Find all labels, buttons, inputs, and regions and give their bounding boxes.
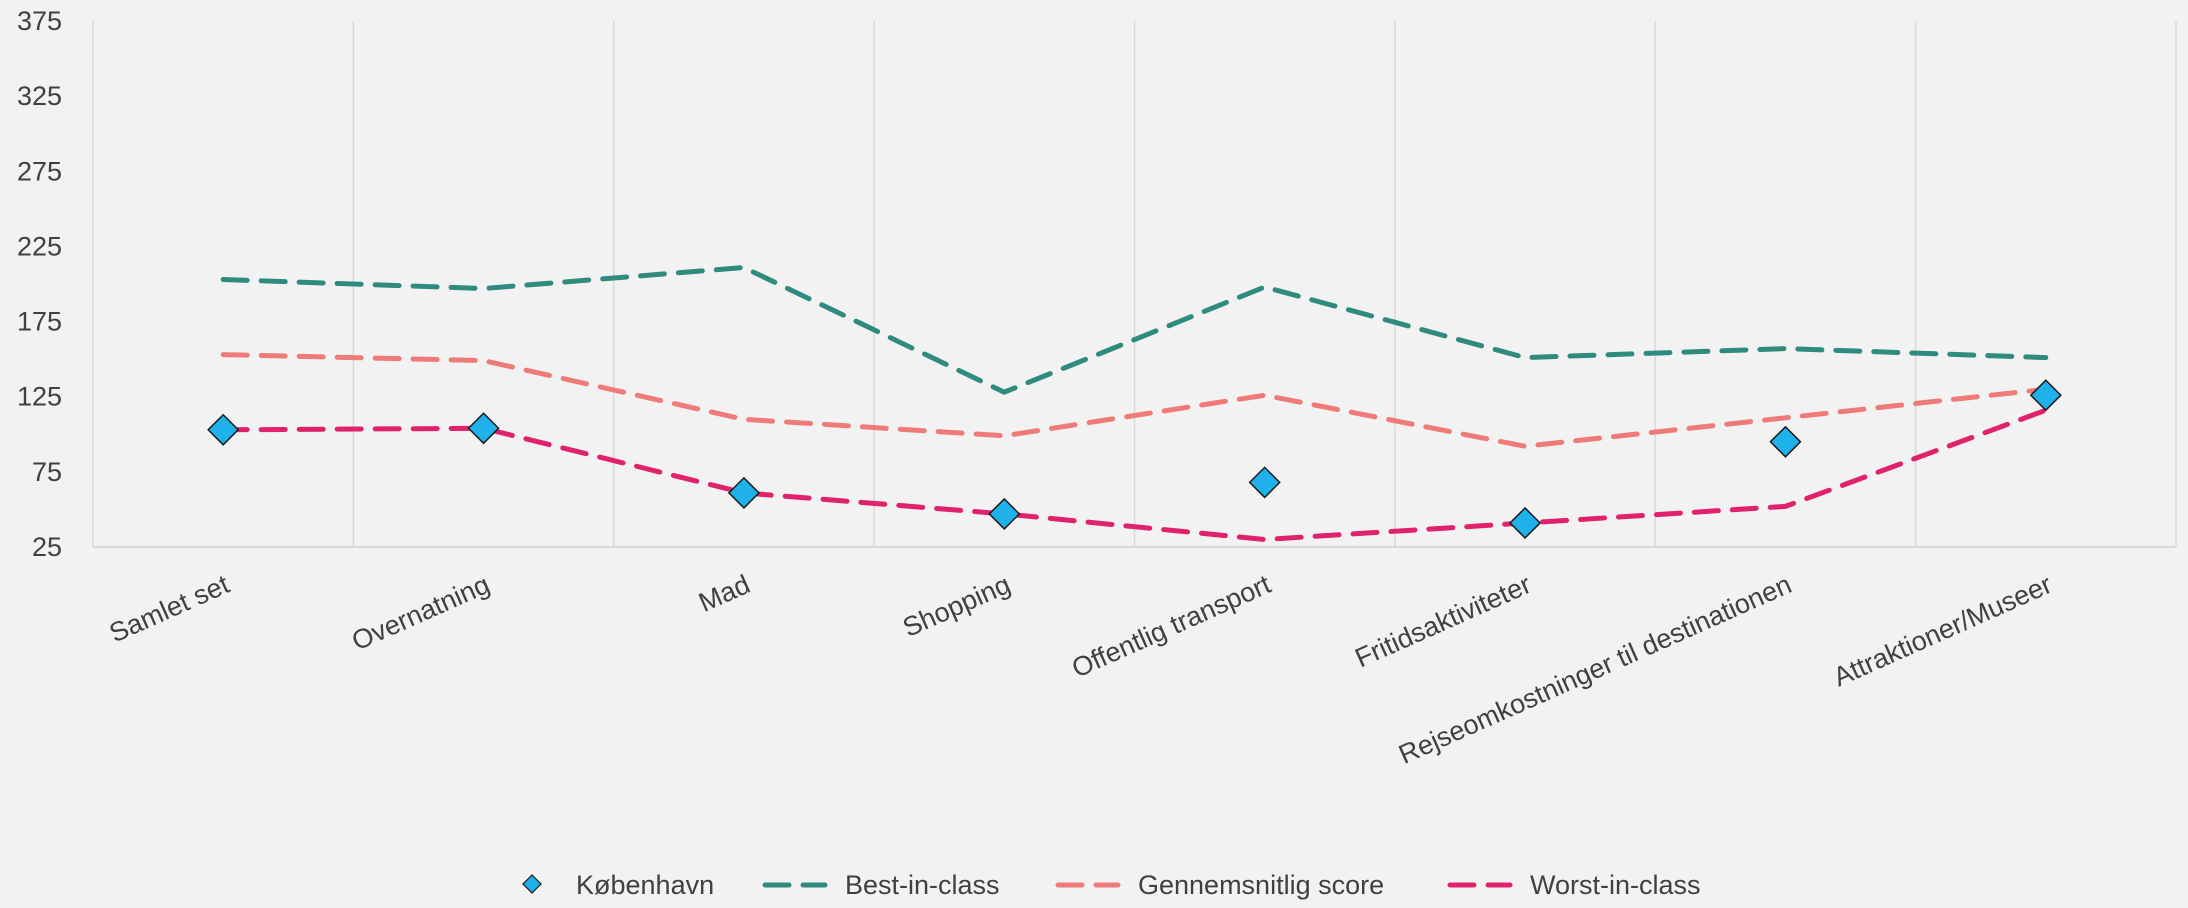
legend-item-best-in-class: Best-in-class <box>762 870 1000 900</box>
series-worst-in-class <box>220 407 2049 542</box>
y-tick-label: 275 <box>17 156 62 186</box>
y-tick-label: 225 <box>17 231 62 261</box>
data-point-offentlig-transport <box>1248 466 1281 499</box>
y-tick-label: 325 <box>17 81 62 111</box>
series-k-benhavn-markers <box>207 379 2062 540</box>
series <box>207 265 2062 542</box>
series-best-in-class <box>220 265 2049 395</box>
x-tick-label-overnatning: Overnatning <box>347 569 494 656</box>
y-tick-label: 125 <box>17 382 62 412</box>
data-point-rejseomkostninger-til-destinationen <box>1769 425 1802 458</box>
legend-item-k-benhavn: København <box>522 870 714 900</box>
data-point-attraktioner-museer <box>2029 379 2062 412</box>
legend: København Best-in-class Gennemsnitlig scor… <box>522 870 1701 900</box>
y-tick-label: 75 <box>32 457 62 487</box>
gridlines <box>92 21 2177 547</box>
data-point-mad <box>727 476 760 509</box>
legend-label: Best-in-class <box>845 870 1000 900</box>
y-tick-label: 375 <box>17 6 62 36</box>
data-point-overnatning <box>467 412 500 445</box>
y-tick-label: 175 <box>17 307 62 337</box>
legend-label: København <box>576 870 714 900</box>
legend-item-gennemsnitlig-score: Gennemsnitlig score <box>1055 870 1384 900</box>
x-tick-label-mad: Mad <box>694 569 754 618</box>
data-point-fritidsaktiviteter <box>1509 506 1542 540</box>
line-gennemsnitlig-score <box>220 352 2049 449</box>
legend-label: Gennemsnitlig score <box>1138 870 1384 900</box>
data-point-samlet-set <box>207 413 240 446</box>
data-point-shopping <box>988 497 1021 530</box>
x-tick-label-shopping: Shopping <box>898 569 1014 643</box>
legend-item-worst-in-class: Worst-in-class <box>1447 870 1701 900</box>
line-best-in-class <box>220 265 2049 395</box>
legend-label: Worst-in-class <box>1530 870 1701 900</box>
axes: 25 75 125 175 225 275 325 375 Samlet set Overnatn… <box>17 6 2176 770</box>
x-tick-label-offentlig-transport: Offentlig transport <box>1067 569 1275 684</box>
y-tick-label: 25 <box>32 532 62 562</box>
x-tick-label-attraktioner-museer: Attraktioner/Museer <box>1829 569 2056 692</box>
x-tick-label-fritidsaktiviteter: Fritidsaktiviteter <box>1351 569 1536 673</box>
series-gennemsnitlig-score <box>220 352 2049 449</box>
x-tick-label-samlet-set: Samlet set <box>105 569 234 648</box>
legend-swatch <box>522 874 542 894</box>
line-worst-in-class <box>220 407 2049 542</box>
